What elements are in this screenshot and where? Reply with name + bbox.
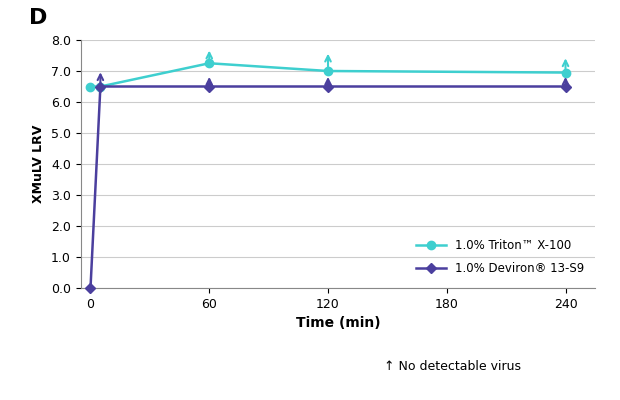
Text: D: D: [29, 8, 48, 28]
X-axis label: Time (min): Time (min): [296, 316, 380, 330]
Text: ↑ No detectable virus: ↑ No detectable virus: [384, 360, 521, 373]
Y-axis label: XMuLV LRV: XMuLV LRV: [32, 125, 45, 203]
Legend: 1.0% Triton™ X-100, 1.0% Deviron® 13-S9: 1.0% Triton™ X-100, 1.0% Deviron® 13-S9: [412, 235, 589, 280]
